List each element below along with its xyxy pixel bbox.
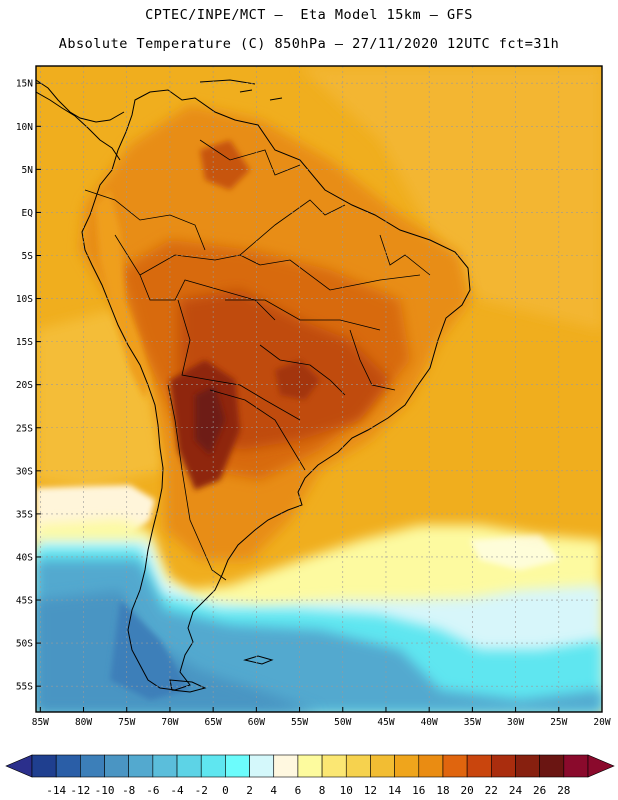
colorbar-swatch: [128, 754, 154, 778]
latitude-label: 15N: [16, 79, 33, 90]
colorbar-swatch: [370, 754, 395, 778]
colorbar-label: 6: [295, 784, 302, 797]
colorbar-label: 18: [436, 784, 449, 797]
longitude-label: 35W: [464, 717, 481, 728]
colorbar-label: -4: [170, 784, 184, 797]
longitude-label: 25W: [550, 717, 567, 728]
longitude-label: 75W: [118, 717, 135, 728]
colorbar-swatch: [152, 754, 178, 778]
colorbar-swatch: [418, 754, 444, 778]
title-line-2: Absolute Temperature (C) 850hPa – 27/11/…: [58, 36, 560, 52]
coastline: [36, 79, 471, 693]
latitude-label: 20S: [16, 380, 33, 391]
central-america-coast: [36, 79, 125, 161]
colorbar-swatch: [491, 754, 516, 778]
colorbar-label: 8: [319, 784, 326, 797]
longitude-label: 55W: [291, 717, 308, 728]
colorbar-swatch: [31, 754, 57, 778]
colorbar-high-arrow: [587, 754, 615, 778]
colorbar-label: 20: [461, 784, 474, 797]
latitude-label: 40S: [16, 552, 33, 563]
colorbar-label: -10: [95, 784, 115, 797]
latitude-label: 55S: [16, 682, 33, 693]
colorbar-label: 10: [340, 784, 353, 797]
colorbar-label: 24: [509, 784, 523, 797]
colorbar-swatch: [176, 754, 202, 778]
colorbar-swatch: [563, 754, 589, 778]
colorbar-swatch: [249, 754, 275, 778]
colorbar-label: 12: [364, 784, 377, 797]
latitude-labels: 15N 10N 5N EQ 5S 10S 15S 20S 25S 30S 35S 40S 45S 50S 5…: [16, 79, 41, 693]
latitude-label: EQ: [22, 208, 34, 219]
colorbar-label: 22: [485, 784, 498, 797]
colorbar-swatch: [297, 754, 323, 778]
caribbean-islands: [199, 79, 283, 101]
colorbar-label: -12: [70, 784, 90, 797]
latitude-label: 45S: [16, 596, 33, 607]
latitude-label: 5N: [22, 165, 34, 176]
colorbar-label: -14: [46, 784, 66, 797]
colorbar-swatch: [80, 754, 105, 778]
colorbar-label: 4: [270, 784, 277, 797]
south-america-coast: [81, 89, 471, 691]
colorbar: -14 -12 -10 -8 -6 -4 -2 0 2 4 6 8 10 12 14 16 18 20 22 24 26…: [5, 754, 615, 797]
colorbar-swatch: [55, 754, 81, 778]
colorbar-label: 0: [222, 784, 229, 797]
colorbar-swatch: [321, 754, 347, 778]
colorbar-label: 16: [412, 784, 425, 797]
latitude-label: 30S: [16, 466, 33, 477]
longitude-labels: 85W 80W 75W 70W 65W 60W 55W 50W 45W 40W 35W 30W 25W 2…: [32, 707, 611, 728]
colorbar-low-arrow: [5, 754, 33, 778]
longitude-label: 70W: [161, 717, 178, 728]
longitude-label: 50W: [334, 717, 351, 728]
longitude-label: 80W: [75, 717, 92, 728]
tierra-del-fuego: [169, 679, 207, 693]
longitude-label: 40W: [421, 717, 438, 728]
title-line-1: CPTEC/INPE/MCT – Eta Model 15km – GFS: [145, 7, 473, 23]
colorbar-swatch: [515, 754, 540, 778]
colorbar-swatch: [225, 754, 250, 778]
colorbar-label: 26: [533, 784, 546, 797]
longitude-label: 60W: [248, 717, 265, 728]
longitude-label: 45W: [377, 717, 394, 728]
longitude-label: 30W: [507, 717, 524, 728]
colorbar-swatch: [273, 754, 299, 778]
colorbar-swatch: [200, 754, 226, 778]
latitude-label: 15S: [16, 337, 33, 348]
colorbar-label: 28: [557, 784, 570, 797]
longitude-label: 20W: [593, 717, 610, 728]
latitude-label: 35S: [16, 509, 33, 520]
longitude-label: 85W: [32, 717, 49, 728]
latitude-label: 50S: [16, 639, 33, 650]
latitude-label: 10S: [16, 294, 33, 305]
colorbar-swatch: [104, 754, 129, 778]
colorbar-label: -8: [122, 784, 135, 797]
temperature-field: [36, 66, 602, 712]
graticule: [36, 66, 603, 712]
colorbar-swatch: [345, 754, 371, 778]
latitude-label: 5S: [22, 251, 34, 262]
colorbar-swatch: [442, 754, 468, 778]
colorbar-swatch: [466, 754, 492, 778]
country-borders: [84, 139, 431, 581]
colorbar-label: -6: [146, 784, 159, 797]
latitude-label: 10N: [16, 122, 33, 133]
longitude-label: 65W: [205, 717, 222, 728]
colorbar-label: 2: [246, 784, 253, 797]
colorbar-swatch: [539, 754, 565, 778]
latitude-label: 25S: [16, 423, 33, 434]
colorbar-swatch: [394, 754, 420, 778]
colorbar-label: 14: [388, 784, 402, 797]
colorbar-label: -2: [195, 784, 208, 797]
map-frame: [35, 65, 603, 713]
